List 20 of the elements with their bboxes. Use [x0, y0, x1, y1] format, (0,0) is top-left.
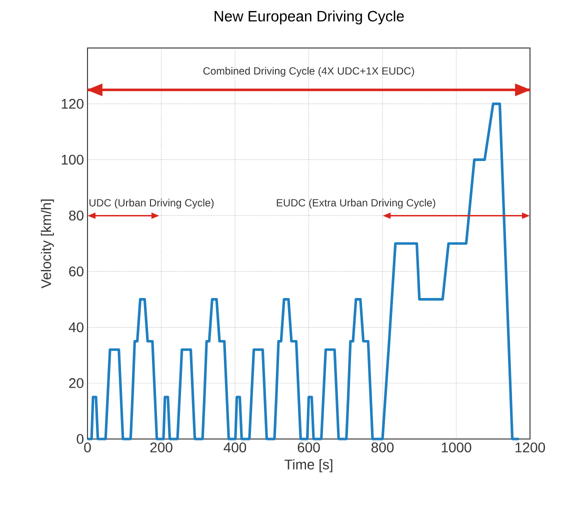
x-tick-label: 0 — [84, 442, 91, 452]
annotation: EUDC (Extra Urban Driving Cycle) — [276, 198, 436, 209]
y-tick-label: 40 — [68, 322, 84, 332]
y-tick-label: 60 — [69, 266, 84, 276]
x-tick-label: 1000 — [442, 442, 472, 452]
y-tick-label: 120 — [62, 98, 84, 109]
y-tick-label: 80 — [69, 210, 84, 220]
x-tick-label: 1200 — [516, 442, 545, 452]
y-axis-title: Velocity [km/h] — [40, 200, 54, 288]
x-tick-label: 800 — [371, 442, 394, 452]
y-tick-label: 100 — [62, 154, 84, 165]
x-tick-label: 400 — [224, 442, 246, 452]
y-tick-label: 0 — [76, 434, 84, 444]
x-axis-title: Time [s] — [284, 459, 332, 472]
x-tick-label: 600 — [298, 442, 320, 452]
ref-line-label: Combined Driving Cycle (4X UDC+1X EUDC) — [203, 66, 414, 77]
annotation: UDC (Urban Driving Cycle) — [90, 198, 214, 209]
chart-title: New European Driving Cycle — [214, 10, 404, 24]
x-tick-label: 200 — [150, 442, 172, 452]
y-tick-label: 20 — [69, 378, 84, 388]
